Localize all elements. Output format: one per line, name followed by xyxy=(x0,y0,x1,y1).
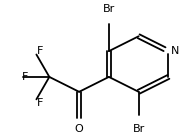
Text: F: F xyxy=(37,46,43,56)
Text: F: F xyxy=(37,98,43,108)
Text: F: F xyxy=(22,72,28,82)
Text: O: O xyxy=(75,124,83,134)
Text: Br: Br xyxy=(103,4,115,14)
Text: N: N xyxy=(171,46,179,56)
Text: Br: Br xyxy=(133,124,145,134)
